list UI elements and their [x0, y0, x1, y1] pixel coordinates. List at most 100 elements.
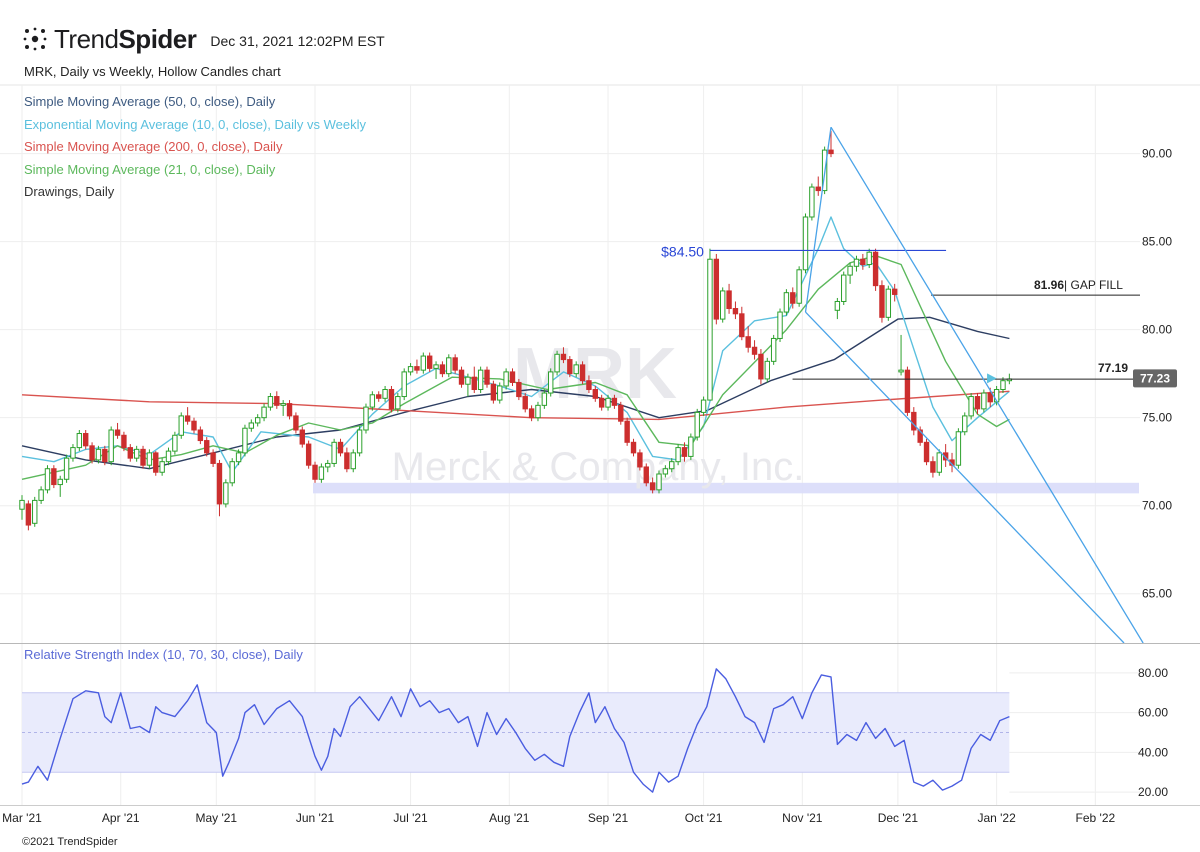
candle — [624, 417, 630, 446]
candle-body — [872, 251, 879, 287]
candle — [866, 248, 872, 269]
candle-body — [25, 503, 32, 526]
candle — [382, 385, 388, 402]
chart-subtitle: MRK, Daily vs Weekly, Hollow Candles cha… — [24, 64, 281, 79]
candle-body — [898, 369, 904, 373]
candle — [1000, 377, 1006, 394]
candle — [458, 366, 465, 388]
candle — [439, 361, 446, 378]
study-sma21[interactable]: Simple Moving Average (21, 0, close), Da… — [24, 161, 276, 177]
candle — [528, 405, 535, 422]
candle — [885, 285, 892, 321]
candle-body — [401, 371, 407, 398]
candle — [184, 407, 191, 425]
candle-body — [586, 380, 592, 391]
candle-body — [598, 397, 605, 408]
candle-body — [516, 381, 522, 398]
candle — [891, 283, 898, 302]
ma-line-sma21 — [21, 254, 1010, 480]
candle — [611, 394, 618, 409]
candle-body — [891, 288, 898, 295]
candle-body — [376, 394, 382, 399]
candle — [254, 414, 261, 427]
study-sma50[interactable]: Simple Moving Average (50, 0, close), Da… — [24, 94, 276, 109]
candle-body — [630, 441, 637, 454]
candle — [675, 444, 681, 466]
candle-body — [337, 441, 344, 454]
candle — [688, 433, 694, 460]
candle — [350, 449, 356, 473]
candle-body — [624, 420, 630, 443]
candle — [191, 417, 197, 434]
timestamp: Dec 31, 2021 12:02PM EST — [210, 33, 385, 49]
candle-body — [541, 392, 548, 406]
candle — [809, 183, 815, 221]
trendline — [830, 126, 1144, 644]
candle — [942, 444, 949, 467]
candle-body — [32, 499, 38, 524]
trendline — [804, 127, 832, 313]
x-tick-label: Dec '21 — [878, 811, 919, 825]
candle-body — [911, 411, 917, 431]
trendline — [805, 311, 1125, 644]
candle-body — [433, 364, 439, 369]
candle-body — [739, 313, 745, 338]
candle-body — [770, 337, 777, 362]
candle-body — [369, 394, 376, 408]
candle-body — [853, 258, 860, 267]
candle-body — [102, 448, 108, 463]
candle — [567, 356, 573, 378]
candle — [573, 361, 579, 378]
candle — [216, 459, 223, 517]
candle-body — [70, 447, 76, 459]
study-drawings[interactable]: Drawings, Daily — [24, 184, 115, 199]
candle — [286, 400, 293, 420]
candle-body — [509, 371, 516, 383]
study-sma200[interactable]: Simple Moving Average (200, 0, close), D… — [24, 139, 283, 154]
candle-body — [458, 369, 465, 385]
candle-body — [153, 452, 159, 473]
candle — [223, 479, 229, 508]
price-tick-label: 90.00 — [1142, 147, 1172, 161]
candle-body — [57, 478, 63, 486]
candle-body — [700, 399, 707, 413]
candle — [172, 431, 178, 455]
candle — [242, 424, 248, 457]
candle — [490, 380, 497, 404]
x-tick-label: Apr '21 — [102, 811, 140, 825]
candle-body — [363, 406, 369, 431]
study-ema10[interactable]: Exponential Moving Average (10, 0, close… — [24, 116, 367, 132]
candle-body — [503, 371, 509, 387]
candle-body — [452, 357, 458, 371]
candle-body — [777, 311, 783, 339]
candle-body — [248, 422, 255, 429]
candle-body — [758, 353, 764, 380]
candle — [745, 326, 751, 353]
study-legend: Simple Moving Average (50, 0, close), Da… — [24, 91, 366, 204]
candle-body — [567, 359, 573, 375]
price-grid — [0, 84, 1200, 805]
candle — [420, 352, 427, 374]
candle — [497, 382, 503, 404]
candle — [401, 368, 407, 401]
candle-body — [809, 186, 815, 218]
candle — [879, 280, 885, 323]
gap-fill-label: 81.96| GAP FILL — [1034, 278, 1123, 292]
candle-body — [356, 429, 363, 454]
candle-body — [165, 450, 172, 463]
candle — [44, 465, 51, 494]
candle — [32, 496, 38, 527]
candle — [280, 400, 286, 416]
candle — [662, 465, 669, 478]
candle — [560, 347, 567, 364]
candle — [834, 297, 841, 320]
candle-body — [745, 336, 751, 348]
candle — [509, 368, 516, 386]
x-tick-label: May '21 — [195, 811, 237, 825]
candle — [656, 470, 662, 494]
candle-body — [83, 433, 89, 447]
candle-body — [395, 396, 401, 410]
candle — [700, 396, 707, 416]
candle-body — [497, 385, 503, 401]
candle-body — [261, 406, 267, 419]
